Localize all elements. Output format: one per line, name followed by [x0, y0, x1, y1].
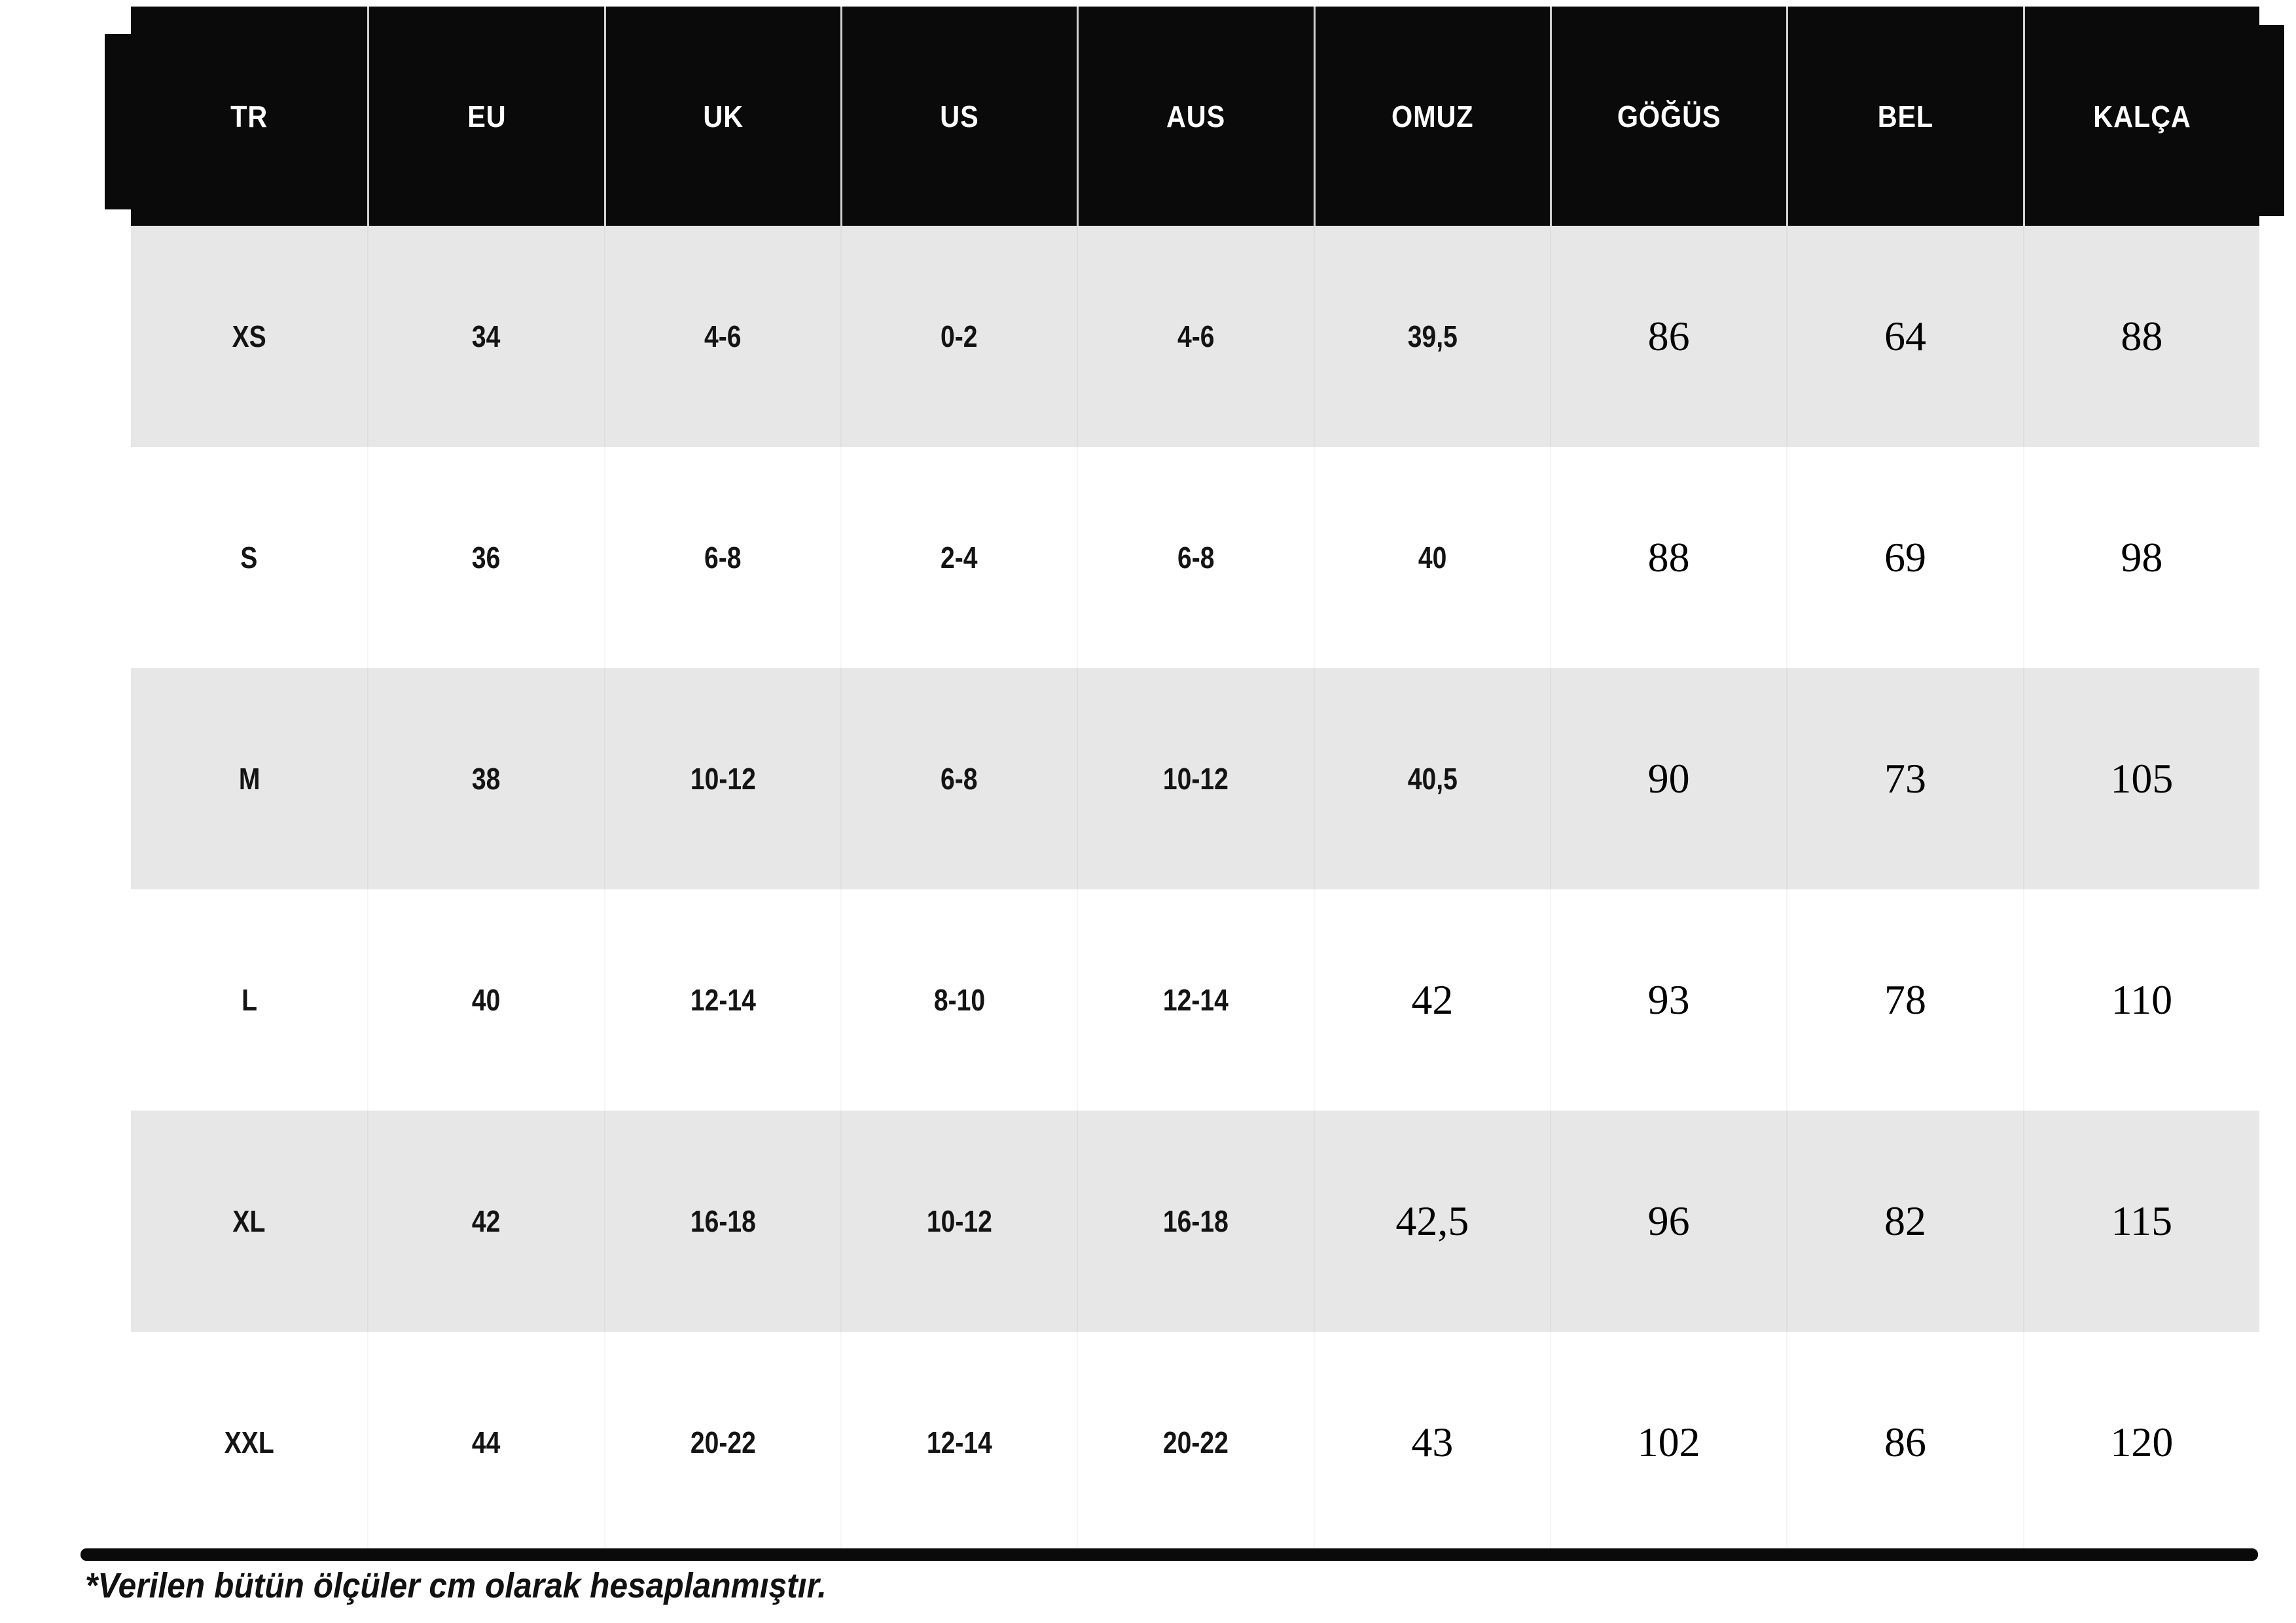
table-cell: 12-14: [840, 1332, 1077, 1553]
table-cell: 64: [1786, 226, 2022, 447]
header-scan-edge-right: [2258, 25, 2284, 216]
row-label-s: S: [240, 541, 258, 575]
table-cell: 82: [1786, 1111, 2022, 1332]
table-cell: 12-14: [604, 889, 840, 1111]
table-cell: 73: [1786, 668, 2022, 889]
table-cell: 40: [367, 889, 603, 1111]
table-cell: 6-8: [604, 447, 840, 668]
table-cell: 96: [1550, 1111, 1786, 1332]
column-header-aus: AUS: [1077, 7, 1313, 226]
table-row-xs: XS 34 4-6 0-2 4-6 39,5 86 64 88: [131, 226, 2259, 447]
size-table-body: XS 34 4-6 0-2 4-6 39,5 86 64 88 S 36 6-8…: [131, 226, 2259, 1553]
table-header-row: TR EU UK US AUS OMUZ GÖĞÜS BEL KALÇA: [131, 7, 2259, 226]
table-cell: 98: [2023, 447, 2259, 668]
table-cell: 0-2: [840, 226, 1077, 447]
table-cell: 10-12: [1077, 668, 1313, 889]
table-cell: 42: [1314, 889, 1550, 1111]
table-cell: 16-18: [1077, 1111, 1313, 1332]
table-cell: 40: [1314, 447, 1550, 668]
table-cell: 6-8: [840, 668, 1077, 889]
column-header-kalca: KALÇA: [2022, 7, 2259, 226]
column-header-gogus: GÖĞÜS: [1550, 7, 1786, 226]
table-cell: 4-6: [604, 226, 840, 447]
table-cell: 42,5: [1314, 1111, 1550, 1332]
header-scan-edge-left: [105, 34, 132, 209]
table-cell: 78: [1786, 889, 2022, 1111]
table-cell: 2-4: [840, 447, 1077, 668]
table-cell: 120: [2023, 1332, 2259, 1553]
table-cell: 8-10: [840, 889, 1077, 1111]
table-cell: 43: [1314, 1332, 1550, 1553]
table-row-s: S 36 6-8 2-4 6-8 40 88 69 98: [131, 447, 2259, 668]
table-cell: 4-6: [1077, 226, 1313, 447]
column-header-uk: UK: [603, 7, 840, 226]
table-cell: 105: [2023, 668, 2259, 889]
table-cell: 42: [367, 1111, 603, 1332]
table-cell: 86: [1786, 1332, 2022, 1553]
column-header-bel: BEL: [1786, 7, 2022, 226]
table-cell: 38: [367, 668, 603, 889]
table-row-m: M 38 10-12 6-8 10-12 40,5 90 73 105: [131, 668, 2259, 889]
table-cell: 110: [2023, 889, 2259, 1111]
table-cell: 88: [1550, 447, 1786, 668]
table-cell: 86: [1550, 226, 1786, 447]
column-header-us: US: [840, 7, 1077, 226]
table-row-xxl: XXL 44 20-22 12-14 20-22 43 102 86 120: [131, 1332, 2259, 1553]
row-label-xxl: XXL: [224, 1425, 274, 1459]
table-cell: 69: [1786, 447, 2022, 668]
table-cell: 6-8: [1077, 447, 1313, 668]
table-cell: 20-22: [604, 1332, 840, 1553]
table-row-l: L 40 12-14 8-10 12-14 42 93 78 110: [131, 889, 2259, 1111]
table-cell: 115: [2023, 1111, 2259, 1332]
table-cell: 88: [2023, 226, 2259, 447]
table-cell: 90: [1550, 668, 1786, 889]
table-row-xl: XL 42 16-18 10-12 16-18 42,5 96 82 115: [131, 1111, 2259, 1332]
table-cell: 34: [367, 226, 603, 447]
table-cell: 10-12: [604, 668, 840, 889]
table-cell: 16-18: [604, 1111, 840, 1332]
table-cell: 20-22: [1077, 1332, 1313, 1553]
table-cell: 40,5: [1314, 668, 1550, 889]
table-cell: 102: [1550, 1332, 1786, 1553]
table-cell: 12-14: [1077, 889, 1313, 1111]
table-cell: 39,5: [1314, 226, 1550, 447]
table-cell: 44: [367, 1332, 603, 1553]
row-label-l: L: [241, 983, 257, 1017]
row-label-m: M: [238, 762, 260, 796]
table-cell: 10-12: [840, 1111, 1077, 1332]
table-cell: 36: [367, 447, 603, 668]
column-header-eu: EU: [367, 7, 603, 226]
table-cell: 93: [1550, 889, 1786, 1111]
column-header-tr: TR: [230, 99, 268, 134]
column-header-omuz: OMUZ: [1313, 7, 1550, 226]
divider-rule: [81, 1548, 2258, 1561]
footnote-text: *Verilen bütün ölçüler cm olarak hesapla…: [85, 1566, 827, 1605]
row-label-xs: XS: [232, 319, 266, 353]
row-label-xl: XL: [232, 1204, 266, 1238]
